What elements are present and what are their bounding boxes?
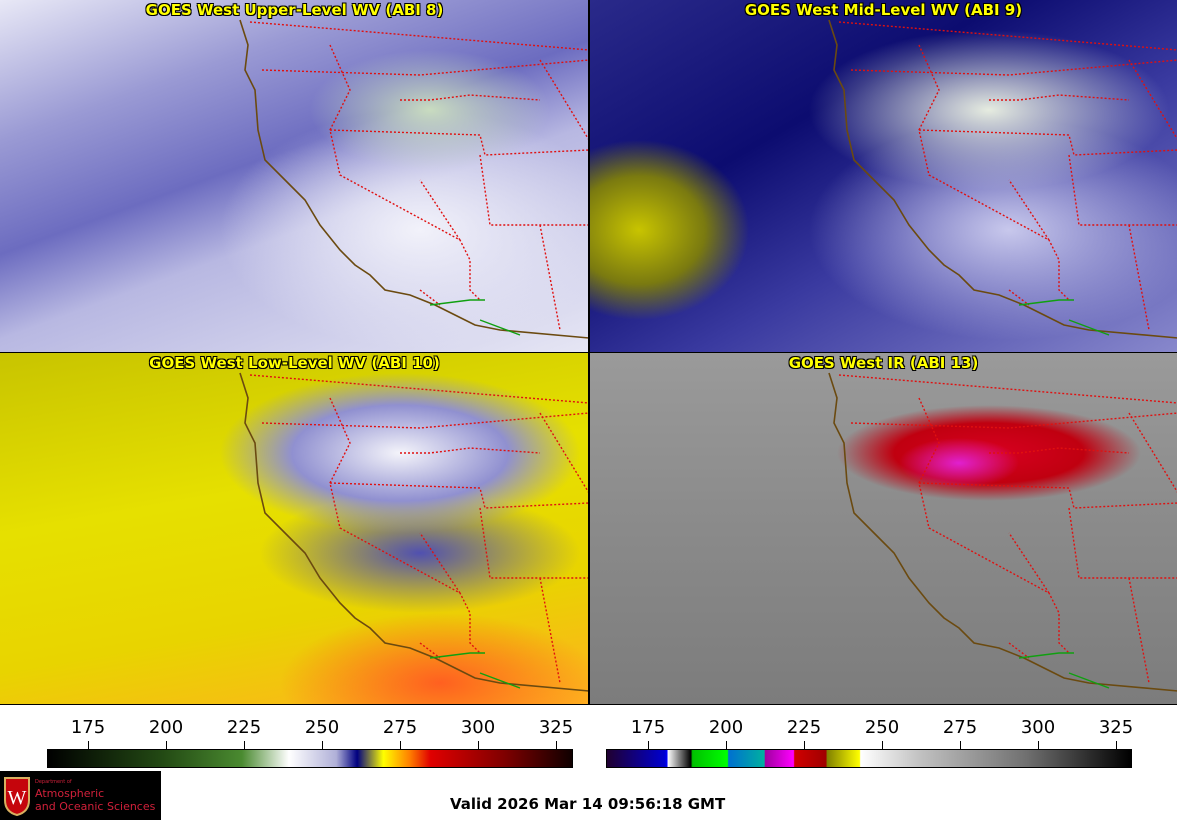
uw-crest-icon: W [4, 777, 30, 816]
colorbar-tick [244, 741, 245, 749]
colorbar-tick-label: 275 [382, 717, 418, 738]
wv-colorbar [47, 749, 573, 768]
colorbar-tick-label: 325 [538, 717, 574, 738]
colorbar-tick [478, 741, 479, 749]
colorbar-tick-label: 250 [864, 717, 900, 738]
colorbar-tick [882, 741, 883, 749]
colorbar-tick-label: 200 [708, 717, 744, 738]
colorbar-tick [1116, 741, 1117, 749]
colorbar-tick-label: 175 [70, 717, 106, 738]
map-overlay [828, 19, 1177, 339]
colorbar-tick [960, 741, 961, 749]
panel-title: GOES West IR (ABI 13) [788, 354, 979, 372]
colorbar-tick-label: 225 [786, 717, 822, 738]
panel-upper-level-wv: GOES West Upper-Level WV (ABI 8) [0, 0, 589, 352]
panel-divider-bottom [0, 704, 1177, 705]
colorbar-tick-label: 275 [942, 717, 978, 738]
map-overlay [828, 372, 1177, 692]
map-overlay [239, 372, 589, 692]
colorbar-tick [648, 741, 649, 749]
panel-title: GOES West Upper-Level WV (ABI 8) [145, 1, 444, 19]
valid-time: Valid 2026 Mar 14 09:56:18 GMT [450, 795, 726, 813]
svg-text:W: W [8, 787, 27, 809]
logo-oceanic: and Oceanic Sciences [35, 800, 156, 813]
logo-atmospheric: Atmospheric [35, 787, 105, 800]
aos-logo: W Department of Atmospheric and Oceanic … [0, 771, 161, 820]
panel-title: GOES West Low-Level WV (ABI 10) [149, 354, 440, 372]
colorbar-tick [1038, 741, 1039, 749]
colorbar-tick-label: 300 [1020, 717, 1056, 738]
panel-low-level-wv: GOES West Low-Level WV (ABI 10) [0, 353, 589, 705]
panel-title: GOES West Mid-Level WV (ABI 9) [744, 1, 1023, 19]
colorbar-tick [166, 741, 167, 749]
logo-department: Department of [35, 779, 72, 785]
colorbar-tick [556, 741, 557, 749]
colorbar-tick [726, 741, 727, 749]
colorbar-tick-label: 225 [226, 717, 262, 738]
colorbar-tick [322, 741, 323, 749]
colorbar-tick-label: 300 [460, 717, 496, 738]
colorbar-tick [88, 741, 89, 749]
colorbar-tick-label: 200 [148, 717, 184, 738]
colorbar-tick-label: 325 [1098, 717, 1134, 738]
colorbar-tick-label: 175 [630, 717, 666, 738]
panel-mid-level-wv: GOES West Mid-Level WV (ABI 9) [589, 0, 1177, 352]
colorbar-tick [400, 741, 401, 749]
panel-divider-horizontal [0, 352, 1177, 353]
ir-colorbar [606, 749, 1132, 768]
colorbar-tick-label: 250 [304, 717, 340, 738]
panel-ir: GOES West IR (ABI 13) [589, 353, 1177, 705]
map-overlay [239, 19, 589, 339]
colorbar-tick [804, 741, 805, 749]
